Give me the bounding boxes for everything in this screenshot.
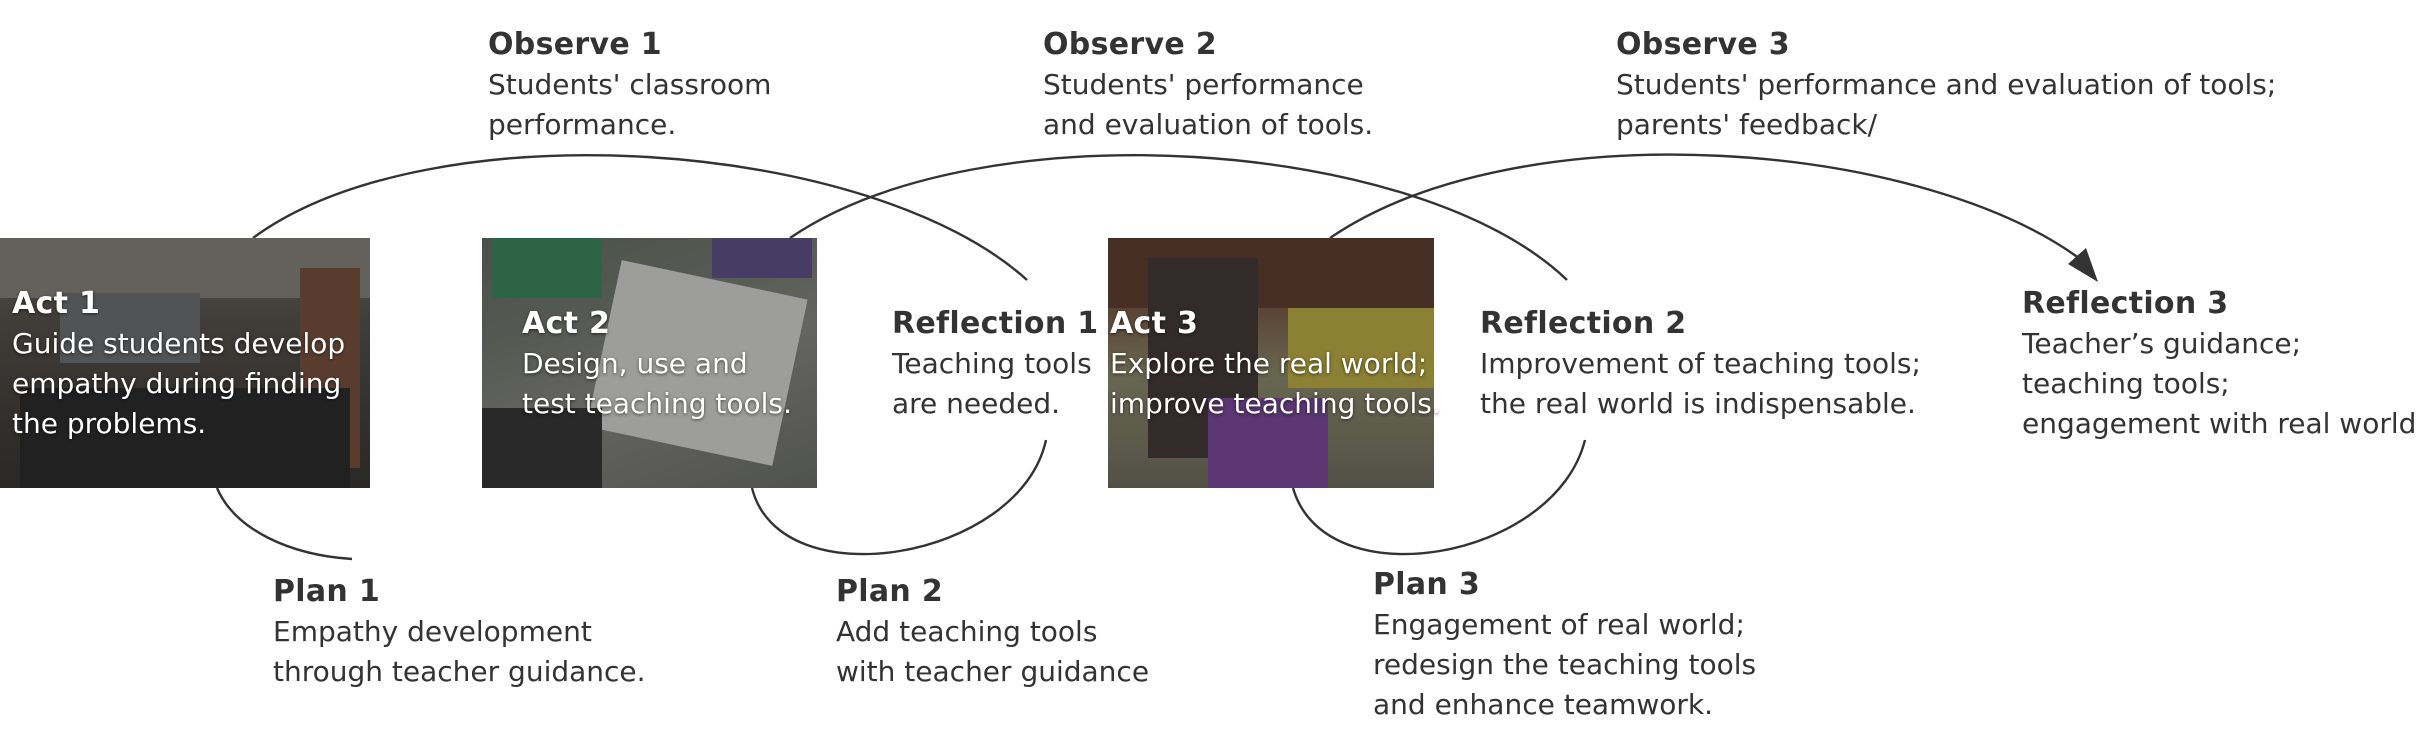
loop-reflection2-plan3-act3 (1291, 439, 1587, 556)
act-1-line: empathy during finding (12, 367, 342, 400)
act-2-title: Act 2 (522, 306, 611, 341)
plan-3: Plan 3 Engagement of real world; redesig… (1373, 565, 1756, 725)
act-3-line: Explore the real world; (1110, 347, 1428, 380)
observe-3-title: Observe 3 (1616, 27, 1790, 62)
observe-2-title: Observe 2 (1043, 27, 1217, 62)
reflection-3-line: teaching tools; (2022, 367, 2230, 400)
observe-2: Observe 2 Students' performance and eval… (1043, 25, 1373, 145)
observe-2-line: and evaluation of tools. (1043, 108, 1374, 141)
observe-1-title: Observe 1 (488, 27, 662, 62)
plan-1-title: Plan 1 (273, 574, 380, 609)
reflection-1-line: are needed. (892, 387, 1061, 420)
plan-2-line: Add teaching tools (836, 615, 1098, 648)
act-3: Act 3 Explore the real world; improve te… (1110, 304, 1441, 424)
plan-1: Plan 1 Empathy development through teach… (273, 572, 646, 692)
plan-1-line: Empathy development (273, 615, 592, 648)
act-1-title: Act 1 (12, 286, 101, 321)
observe-1: Observe 1 Students' classroom performanc… (488, 25, 771, 145)
act-1: Act 1 Guide students develop empathy dur… (12, 284, 345, 444)
observe-1-line: performance. (488, 108, 677, 141)
act-2-line: test teaching tools. (522, 387, 792, 420)
reflection-3-title: Reflection 3 (2022, 286, 2229, 321)
act-3-line: improve teaching tools. (1110, 387, 1441, 420)
loop-reflection1-plan2-act2 (750, 439, 1048, 556)
plan-2: Plan 2 Add teaching tools with teacher g… (836, 572, 1149, 692)
reflection-2-title: Reflection 2 (1480, 306, 1687, 341)
reflection-3: Reflection 3 Teacher’s guidance; teachin… (2022, 284, 2416, 444)
loop-act3-observe3-reflection3 (1329, 153, 2089, 266)
observe-1-line: Students' classroom (488, 68, 772, 101)
act-1-line: the problems. (12, 407, 207, 440)
act-1-line: Guide students develop (12, 327, 346, 360)
loop-act2-observe2-reflection2 (789, 154, 1568, 281)
plan-3-line: redesign the teaching tools (1373, 648, 1757, 681)
reflection-2: Reflection 2 Improvement of teaching too… (1480, 304, 1921, 424)
arrowhead-icon (2068, 248, 2098, 282)
plan-1-line: through teacher guidance. (273, 655, 646, 688)
plan-3-title: Plan 3 (1373, 567, 1480, 602)
reflection-1-line: Teaching tools (892, 347, 1092, 380)
reflection-1-title: Reflection 1 (892, 306, 1099, 341)
act1-photo (0, 238, 370, 488)
plan-3-line: and enhance teamwork. (1373, 688, 1714, 721)
reflection-2-line: the real world is indispensable. (1480, 387, 1916, 420)
reflection-3-line: Teacher’s guidance; (2022, 327, 2302, 360)
plan-3-line: Engagement of real world; (1373, 608, 1745, 641)
act-2: Act 2 Design, use and test teaching tool… (522, 304, 792, 424)
reflection-2-line: Improvement of teaching tools; (1480, 347, 1921, 380)
loop-plan1-act1 (215, 487, 353, 561)
loop-act1-observe1-reflection1 (252, 154, 1028, 281)
act2-photo (482, 238, 817, 488)
act3-photo (1108, 238, 1434, 488)
reflection-1: Reflection 1 Teaching tools are needed. (892, 304, 1098, 424)
reflection-3-line: engagement with real world. (2022, 407, 2416, 440)
observe-2-line: Students' performance (1043, 68, 1364, 101)
act-2-line: Design, use and (522, 347, 748, 380)
observe-3-line: parents' feedback/ (1616, 108, 1878, 141)
act-3-title: Act 3 (1110, 306, 1199, 341)
plan-2-title: Plan 2 (836, 574, 943, 609)
observe-3-line: Students' performance and evaluation of … (1616, 68, 2277, 101)
observe-3: Observe 3 Students' performance and eval… (1616, 25, 2276, 145)
plan-2-line: with teacher guidance (836, 655, 1150, 688)
